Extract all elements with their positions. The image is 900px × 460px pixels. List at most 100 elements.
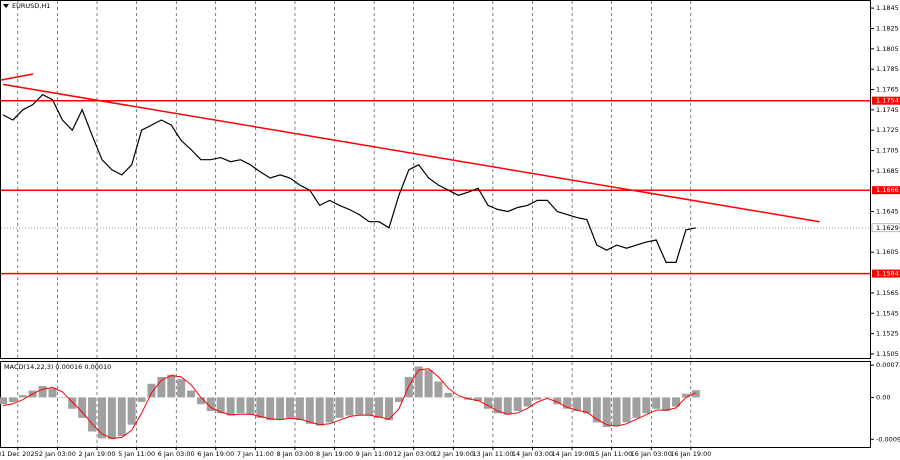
- x-tick-label: 2 Jan 03:00: [39, 450, 76, 458]
- macd-bar: [167, 374, 176, 398]
- x-tick-label: 2 Jan 19:00: [79, 450, 116, 458]
- macd-bar: [533, 397, 542, 400]
- last-price-box: [871, 223, 900, 233]
- x-tick-label: 16 Jan 03:00: [631, 450, 672, 458]
- macd-bar: [434, 381, 443, 398]
- level-label-box: [872, 269, 900, 278]
- y-tick-label: 0.00: [876, 393, 890, 401]
- macd-bar: [365, 397, 374, 416]
- macd-bar: [553, 397, 562, 405]
- x-tick-label: 7 Jan 11:00: [237, 450, 274, 458]
- level-label-box: [872, 96, 900, 105]
- signal-line: [2, 368, 697, 439]
- macd-bar: [424, 370, 433, 398]
- macd-bar: [177, 379, 186, 398]
- macd-bar: [97, 397, 106, 439]
- macd-bar: [266, 397, 275, 421]
- last-price-label: 1.1629: [876, 224, 899, 232]
- macd-bar: [196, 397, 205, 405]
- x-tick-label: 15 Jan 11:00: [591, 450, 632, 458]
- indicator-title: MACD(14,22,3) 0.00016 0.00010: [4, 363, 111, 371]
- macd-bar: [384, 397, 393, 421]
- macd-bar: [582, 397, 591, 414]
- y-tick-label: 1.1505: [876, 350, 899, 358]
- chart-title: EURUSD,H1: [12, 2, 50, 10]
- macd-bar: [632, 397, 641, 418]
- macd-bar: [483, 397, 492, 409]
- y-tick-label: 1.1645: [876, 208, 899, 216]
- macd-bar: [256, 397, 265, 418]
- macd-bar: [107, 397, 116, 440]
- x-tick-label: 9 Jan 11:00: [356, 450, 393, 458]
- macd-bar: [672, 397, 681, 407]
- x-tick-label: 12 Jan 19:00: [433, 450, 474, 458]
- macd-bar: [305, 397, 314, 424]
- y-tick-label: 1.1805: [876, 45, 899, 53]
- macd-bar: [78, 397, 87, 418]
- macd-bar: [523, 397, 532, 407]
- y-tick-label: 1.1545: [876, 309, 899, 317]
- macd-bar: [58, 397, 67, 398]
- macd-bar: [375, 397, 384, 418]
- x-tick-label: 31 Dec 2025: [0, 450, 39, 458]
- macd-bar: [681, 393, 690, 398]
- y-tick-label: 1.1525: [876, 330, 899, 338]
- x-tick-label: 14 Jan 19:00: [552, 450, 593, 458]
- macd-bar: [691, 390, 700, 398]
- macd-bar: [325, 397, 334, 423]
- macd-bar: [652, 397, 661, 409]
- y-tick-label: 1.1745: [876, 106, 899, 114]
- level-label-box: [872, 186, 900, 195]
- macd-bar: [226, 397, 235, 416]
- macd-bar: [68, 397, 77, 409]
- macd-bar: [563, 397, 572, 409]
- x-tick-label: 8 Jan 03:00: [276, 450, 313, 458]
- macd-bar: [0, 397, 7, 405]
- macd-bar: [612, 397, 621, 426]
- macd-bar: [18, 395, 27, 398]
- macd-bar: [206, 397, 215, 412]
- x-tick-label: 5 Jan 11:00: [118, 450, 155, 458]
- drawing-line: [0, 73, 34, 81]
- macd-bar: [355, 397, 364, 415]
- y-tick-label: -0.00092: [876, 435, 900, 443]
- macd-bar: [137, 397, 146, 402]
- y-tick-label: 1.1605: [876, 248, 899, 256]
- macd-bar: [335, 397, 344, 418]
- macd-bar: [236, 397, 245, 414]
- macd-bar: [474, 397, 483, 402]
- x-tick-label: 14 Jan 03:00: [512, 450, 553, 458]
- price-line: [2, 93, 696, 263]
- macd-bar: [622, 397, 631, 423]
- x-tick-label: 6 Jan 03:00: [158, 450, 195, 458]
- y-tick-label: 1.1685: [876, 167, 899, 175]
- level-label: 1.1666: [876, 186, 899, 194]
- macd-bar: [88, 397, 97, 432]
- macd-bar: [394, 397, 403, 402]
- y-tick-label: 1.1845: [876, 4, 899, 12]
- macd-bar: [513, 397, 522, 412]
- level-label: 1.1754: [876, 97, 899, 105]
- macd-bar: [286, 397, 295, 418]
- macd-bar: [573, 397, 582, 412]
- x-tick-label: 16 Jan 19:00: [670, 450, 711, 458]
- macd-bar: [127, 397, 136, 425]
- macd-bar: [642, 397, 651, 414]
- macd-bar: [345, 397, 354, 416]
- macd-bar: [454, 397, 463, 398]
- macd-bar: [493, 397, 502, 414]
- y-tick-label: 1.1825: [876, 24, 899, 32]
- macd-bar: [187, 390, 196, 398]
- macd-bar: [8, 397, 17, 402]
- macd-bar: [444, 392, 453, 398]
- macd-bar: [216, 397, 225, 414]
- trend-line: [2, 83, 820, 223]
- macd-bar: [117, 397, 126, 437]
- macd-bar: [592, 397, 601, 423]
- macd-bar: [602, 397, 611, 427]
- level-label: 1.1584: [876, 270, 899, 278]
- macd-bar: [48, 388, 57, 398]
- price-panel: [0, 0, 871, 359]
